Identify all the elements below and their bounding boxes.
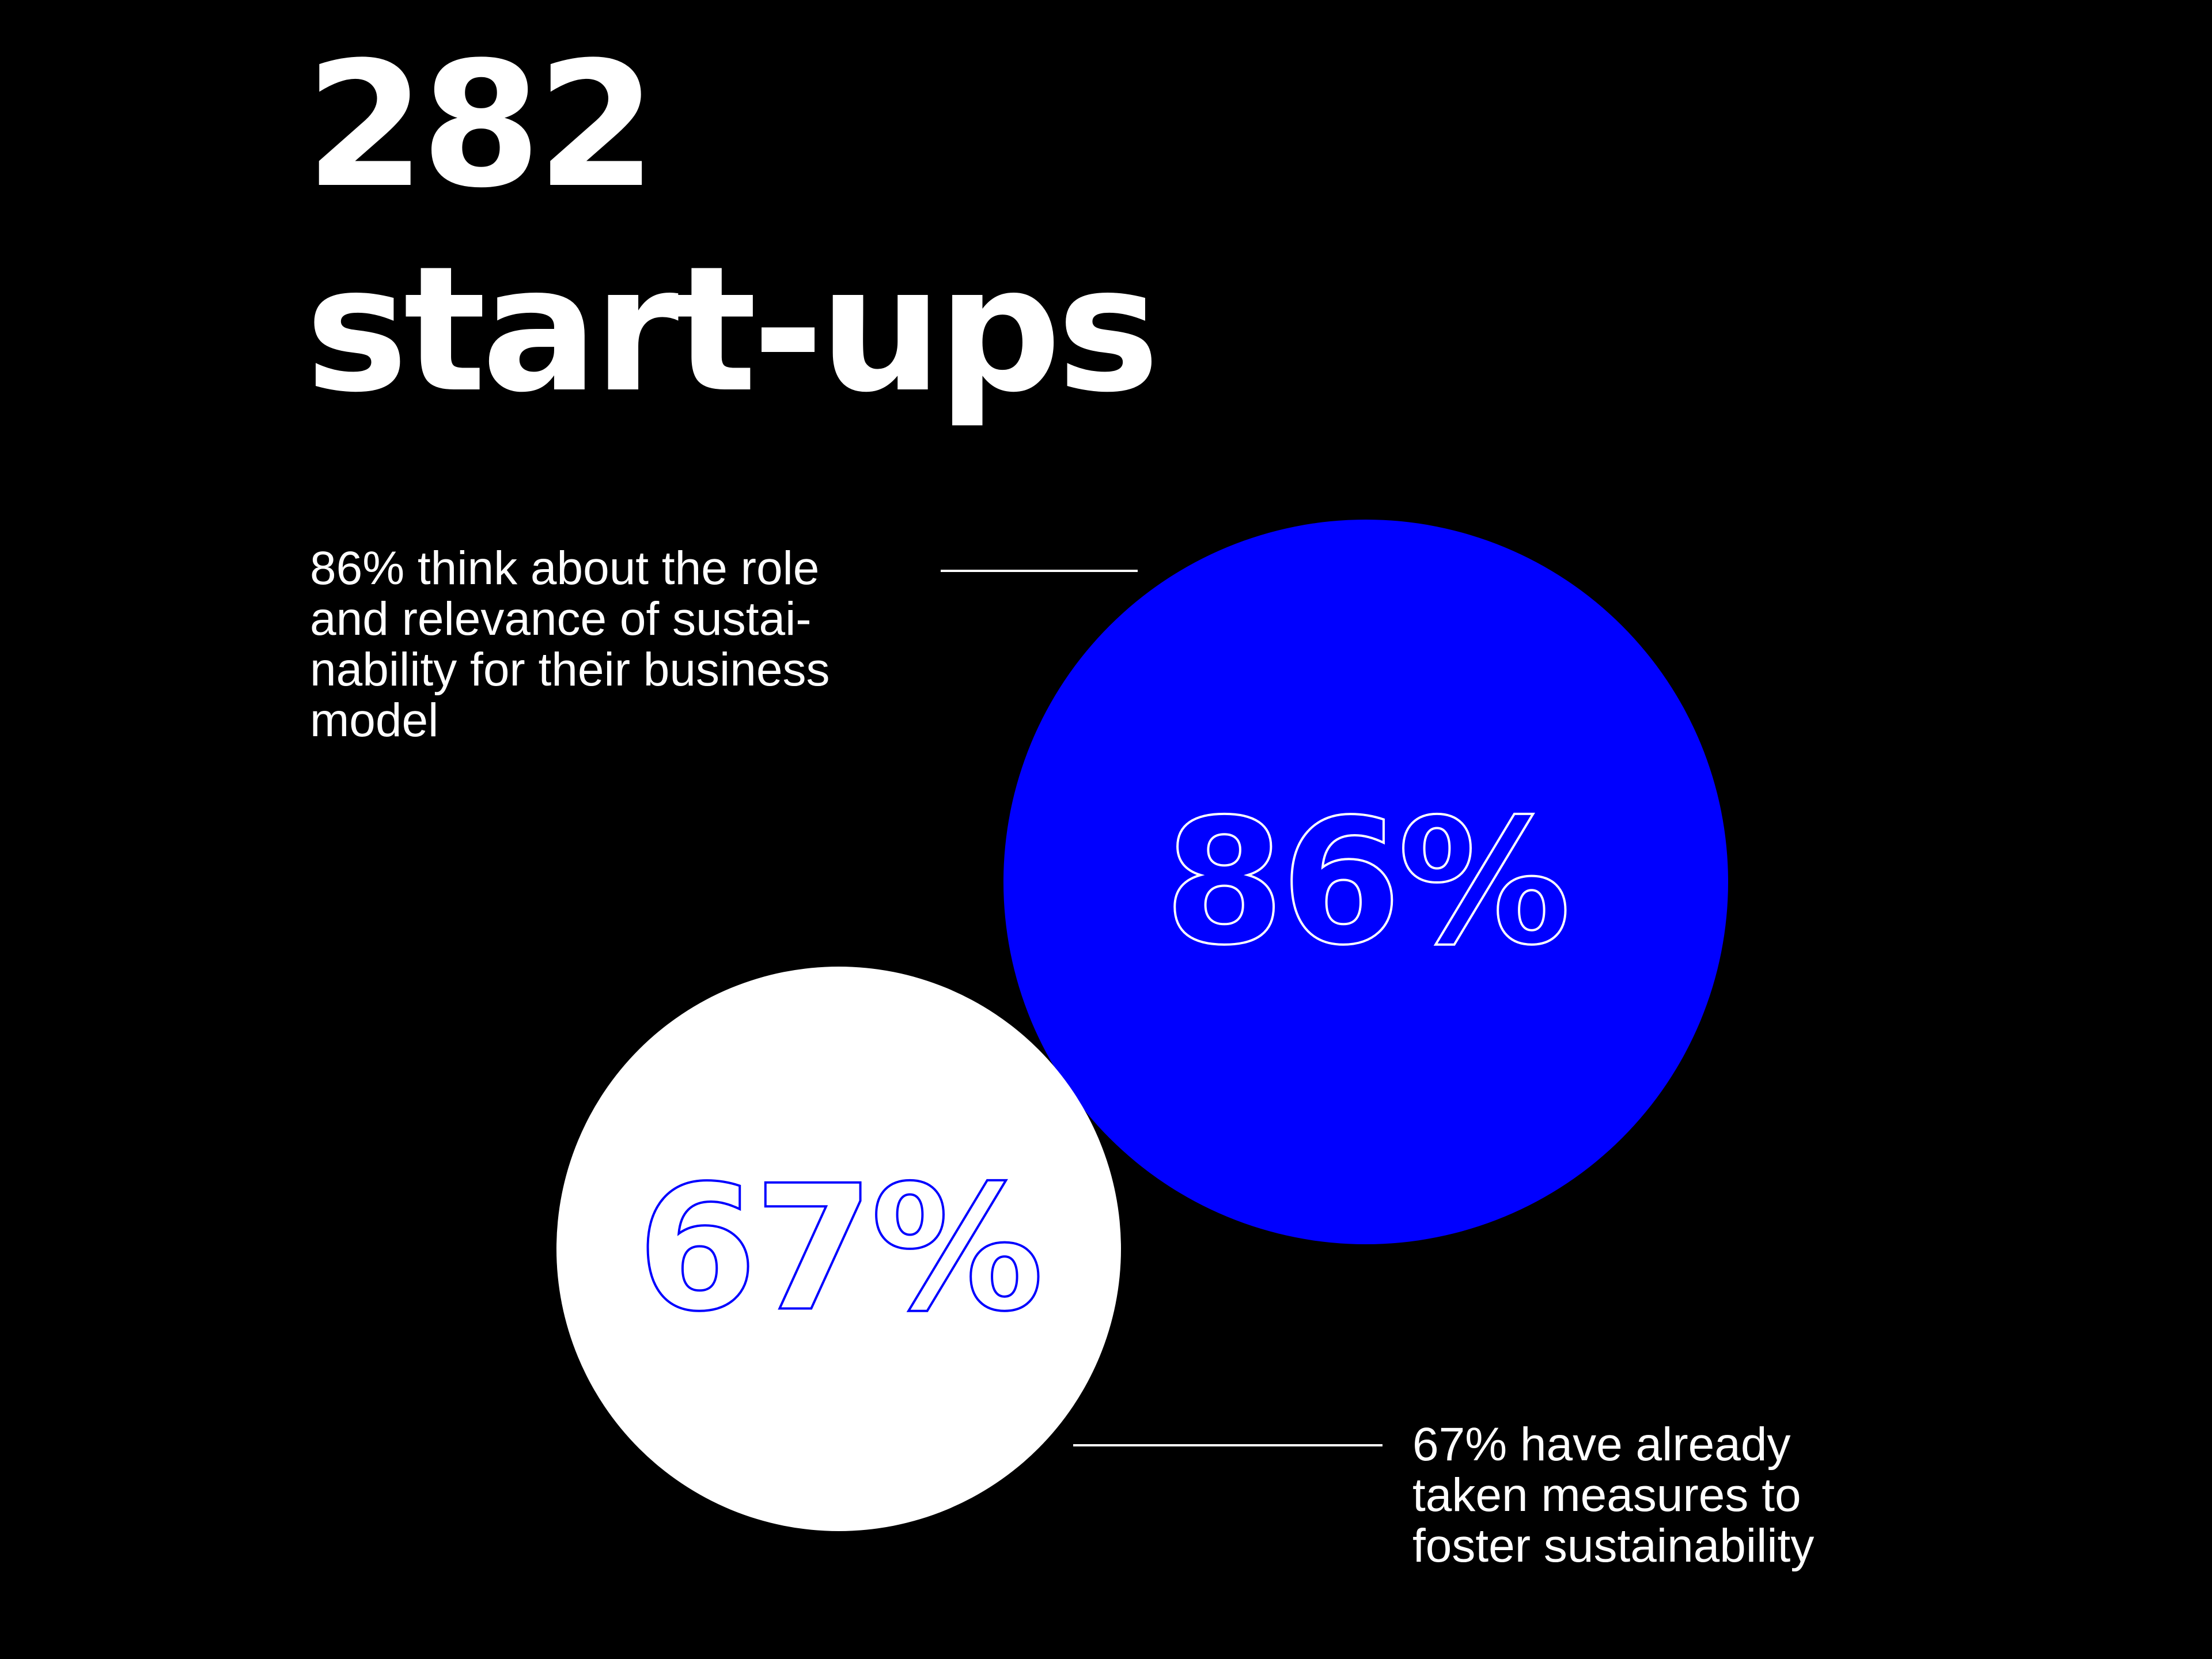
headline-label: start-ups [305,229,1160,430]
value-67-percent: 67% [637,1149,1041,1350]
caption-line: and relevance of sustai- [310,593,812,645]
circle-67-graphic: 67% [556,967,1121,1531]
leader-line-67-percent [1073,1444,1382,1446]
headline: 282 start-ups [305,23,1160,432]
value-86-percent: 86% [1164,782,1568,983]
circle-67-percent: 67% [556,967,1121,1531]
headline-count: 282 [305,25,657,226]
leader-line-86-percent [941,570,1138,572]
circle-67-fill [556,967,1121,1531]
caption-67-percent: 67% have already taken measures to foste… [1412,1419,1814,1571]
circle-86-fill [1003,520,1728,1244]
caption-86-percent: 86% think about the role and relevance o… [310,543,830,746]
circle-86-percent: 86% [1003,520,1728,1244]
caption-line: 86% think about the role [310,542,820,594]
caption-line: model [310,694,439,747]
caption-line: taken measures to [1412,1469,1801,1521]
caption-line: 67% have already [1412,1418,1791,1471]
caption-line: foster sustainability [1412,1520,1815,1572]
circle-86-graphic: 86% [1003,520,1728,1244]
caption-line: nability for their business [310,643,830,696]
